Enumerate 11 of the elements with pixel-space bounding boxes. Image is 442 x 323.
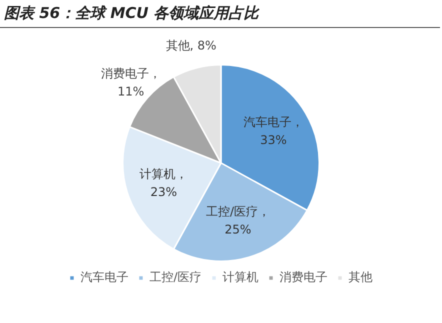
legend-label: 计算机 — [222, 270, 259, 284]
data-label: 工控/医疗， 25% — [206, 204, 270, 237]
legend-label: 消费电子 — [280, 270, 328, 284]
legend-label: 汽车电子 — [80, 270, 128, 284]
legend-label: 工控/医疗 — [149, 270, 202, 284]
data-label: 消费电子， 11% — [100, 66, 161, 99]
data-label: 其他, 8% — [166, 38, 216, 53]
legend-label: 其他 — [348, 270, 373, 284]
data-label: 计算机， 23% — [140, 166, 188, 199]
chart-title: 图表 56：全球 MCU 各领域应用占比 — [0, 0, 440, 28]
data-label: 汽车电子， 33% — [243, 115, 304, 148]
